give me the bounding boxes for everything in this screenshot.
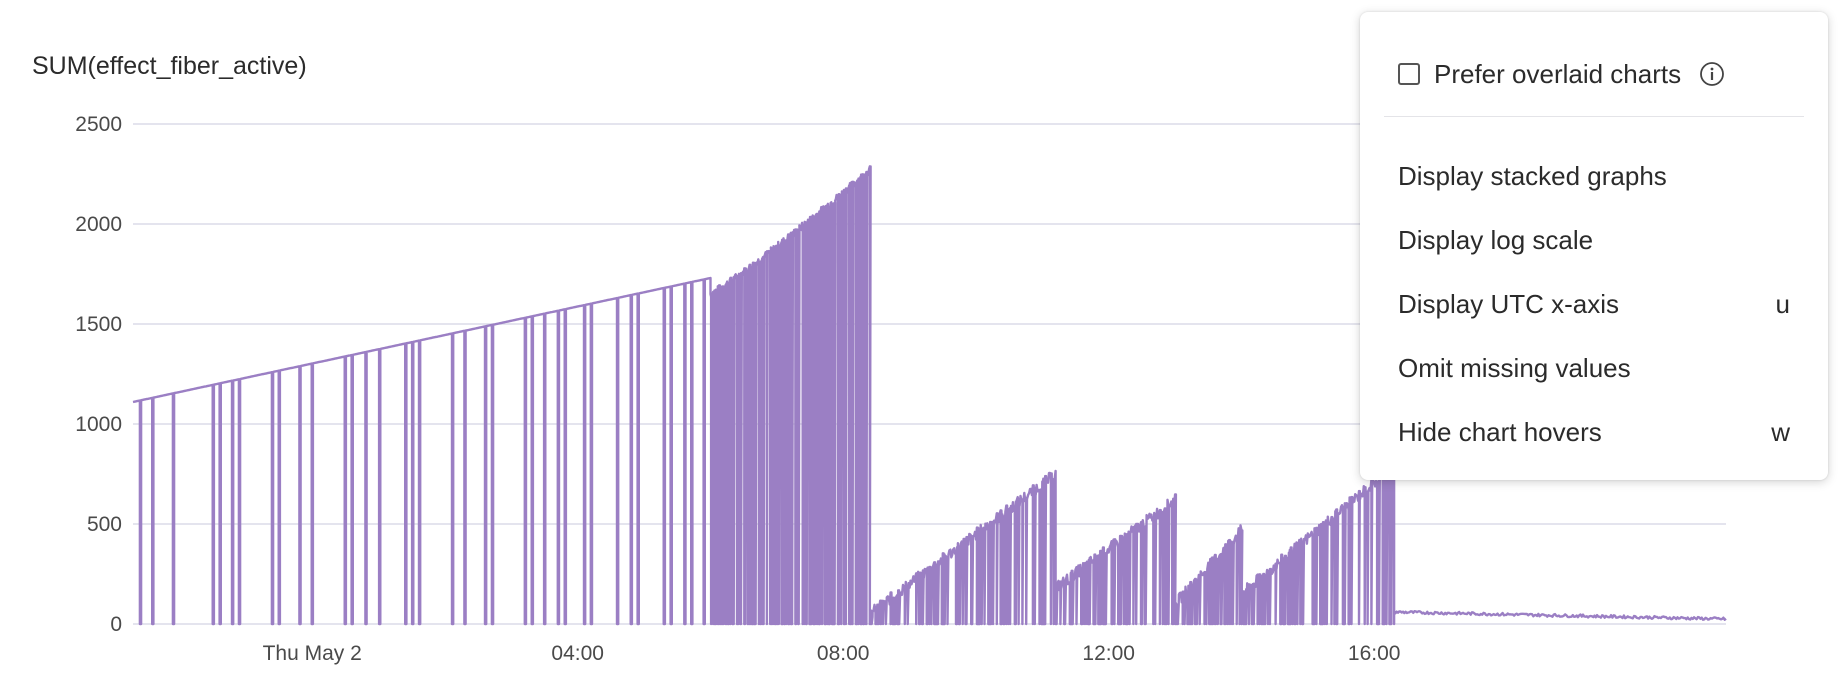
y-tick-label: 500 bbox=[87, 513, 122, 536]
menu-divider bbox=[1384, 116, 1804, 117]
x-tick-label: 04:00 bbox=[551, 642, 604, 665]
menu-item-label: Display stacked graphs bbox=[1398, 160, 1667, 191]
prefer-overlaid-checkbox[interactable] bbox=[1398, 63, 1420, 85]
info-circle-icon[interactable] bbox=[1699, 61, 1725, 87]
y-tick-label: 2500 bbox=[75, 113, 122, 136]
menu-item-stacked-graphs[interactable]: Display stacked graphs bbox=[1398, 154, 1790, 198]
menu-item-shortcut: w bbox=[1771, 416, 1790, 447]
series bbox=[132, 165, 1727, 626]
menu-item-shortcut: u bbox=[1775, 288, 1790, 319]
x-tick-label: 08:00 bbox=[817, 642, 870, 665]
menu-item-label: Display log scale bbox=[1398, 224, 1594, 255]
y-tick-label: 0 bbox=[110, 613, 122, 636]
menu-item-label: Omit missing values bbox=[1398, 352, 1631, 383]
x-tick-label: 16:00 bbox=[1348, 642, 1401, 665]
x-tick-label: Thu May 2 bbox=[263, 642, 362, 665]
menu-item-omit-missing[interactable]: Omit missing values bbox=[1398, 346, 1790, 390]
prefer-overlaid-label: Prefer overlaid charts bbox=[1434, 58, 1682, 89]
menu-item-utc-axis[interactable]: Display UTC x-axis u bbox=[1398, 282, 1790, 326]
menu-item-log-scale[interactable]: Display log scale bbox=[1398, 218, 1790, 262]
series-line-part-1 bbox=[132, 165, 872, 626]
chart-title: SUM(effect_fiber_active) bbox=[32, 52, 307, 80]
menu-item-label: Display UTC x-axis bbox=[1398, 288, 1620, 319]
series-line-part-2 bbox=[868, 461, 1727, 626]
menu-item-hide-hovers[interactable]: Hide chart hovers w bbox=[1398, 410, 1790, 454]
menu-item-label: Hide chart hovers bbox=[1398, 416, 1602, 447]
y-tick-label: 1000 bbox=[75, 413, 122, 436]
prefer-overlaid-row[interactable]: Prefer overlaid charts bbox=[1398, 54, 1725, 94]
x-axis-ticks: Thu May 2 04:00 08:00 12:00 16:00 bbox=[263, 642, 1401, 665]
y-axis-ticks: 0 500 1000 1500 2000 2500 bbox=[75, 113, 122, 636]
y-tick-label: 1500 bbox=[75, 313, 122, 336]
chart-options-menu: Prefer overlaid charts Display stacked g… bbox=[1360, 12, 1828, 480]
x-tick-label: 12:00 bbox=[1082, 642, 1135, 665]
y-tick-label: 2000 bbox=[75, 213, 122, 236]
